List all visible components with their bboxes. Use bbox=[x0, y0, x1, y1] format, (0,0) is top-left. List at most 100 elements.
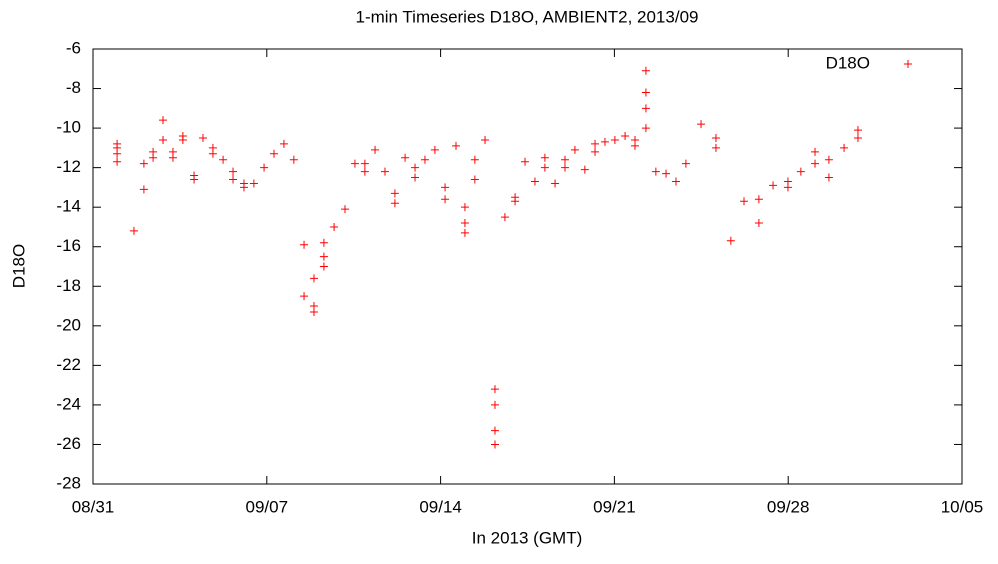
x-tick-label: 08/31 bbox=[72, 497, 115, 516]
y-tick-label: -22 bbox=[56, 355, 81, 374]
point bbox=[319, 262, 328, 271]
point bbox=[711, 133, 720, 142]
x-tick-label: 09/14 bbox=[419, 497, 462, 516]
point bbox=[178, 132, 187, 140]
point bbox=[651, 167, 660, 176]
point bbox=[671, 177, 680, 186]
point bbox=[229, 167, 238, 176]
y-tick-label: -10 bbox=[56, 118, 81, 137]
point bbox=[769, 181, 778, 190]
point bbox=[490, 440, 499, 449]
chart-title: 1-min Timeseries D18O, AMBIENT2, 2013/09 bbox=[356, 7, 699, 26]
point bbox=[840, 143, 849, 152]
point bbox=[441, 183, 450, 192]
point bbox=[460, 219, 469, 227]
point bbox=[149, 147, 158, 156]
point bbox=[289, 155, 298, 164]
y-tick-label: -8 bbox=[66, 78, 81, 97]
point bbox=[300, 292, 309, 301]
point bbox=[159, 135, 168, 144]
point bbox=[580, 165, 589, 174]
point bbox=[360, 159, 369, 168]
point bbox=[390, 189, 399, 198]
point bbox=[591, 147, 600, 156]
point bbox=[401, 153, 410, 162]
point bbox=[309, 274, 318, 283]
point bbox=[139, 159, 148, 168]
point bbox=[260, 163, 269, 172]
point bbox=[740, 197, 749, 206]
point bbox=[811, 147, 820, 156]
point bbox=[411, 173, 420, 182]
point bbox=[824, 173, 833, 182]
point bbox=[270, 149, 278, 158]
point bbox=[279, 139, 288, 148]
point bbox=[113, 139, 122, 148]
point bbox=[208, 149, 217, 158]
point bbox=[490, 426, 499, 435]
point bbox=[430, 145, 439, 154]
point bbox=[610, 135, 619, 144]
point bbox=[560, 163, 569, 172]
point bbox=[540, 153, 549, 162]
x-tick-label: 09/07 bbox=[246, 497, 289, 516]
point bbox=[451, 141, 460, 150]
point bbox=[129, 226, 138, 235]
point bbox=[500, 213, 509, 222]
point bbox=[350, 159, 359, 168]
point bbox=[783, 183, 792, 192]
y-tick-label: -12 bbox=[56, 157, 81, 176]
point bbox=[411, 163, 420, 172]
point bbox=[511, 197, 520, 206]
point bbox=[159, 116, 168, 125]
y-tick-label: -16 bbox=[56, 236, 81, 255]
y-tick-label: -18 bbox=[56, 276, 81, 295]
point bbox=[521, 157, 530, 166]
point bbox=[319, 238, 328, 247]
point bbox=[371, 145, 380, 154]
point bbox=[662, 169, 671, 178]
point bbox=[319, 252, 328, 261]
point bbox=[530, 177, 539, 186]
point bbox=[631, 141, 640, 150]
y-tick-label: -26 bbox=[56, 434, 81, 453]
point bbox=[570, 145, 579, 154]
y-tick-label: -6 bbox=[66, 38, 81, 57]
point bbox=[754, 195, 763, 204]
point bbox=[168, 153, 177, 162]
point bbox=[219, 155, 228, 164]
point bbox=[540, 163, 549, 172]
point bbox=[300, 240, 309, 249]
point bbox=[113, 149, 122, 158]
point bbox=[726, 236, 735, 245]
x-axis-label: In 2013 (GMT) bbox=[472, 528, 583, 547]
point bbox=[139, 185, 148, 194]
point bbox=[551, 179, 560, 188]
point bbox=[754, 219, 763, 227]
point bbox=[460, 228, 469, 237]
point bbox=[711, 143, 720, 152]
plot-frame bbox=[92, 48, 963, 485]
point bbox=[641, 66, 650, 75]
x-tick-label: 10/05 bbox=[941, 497, 984, 516]
y-tick-label: -14 bbox=[56, 197, 81, 216]
x-tick-label: 09/21 bbox=[593, 497, 636, 516]
point bbox=[560, 155, 569, 164]
point bbox=[490, 385, 499, 394]
point bbox=[198, 133, 207, 142]
x-tick-label: 09/28 bbox=[767, 497, 810, 516]
point bbox=[641, 104, 650, 113]
point bbox=[853, 126, 862, 135]
point bbox=[441, 195, 450, 204]
y-tick-label: -28 bbox=[56, 473, 81, 492]
legend-marker bbox=[904, 60, 912, 68]
point bbox=[113, 157, 122, 166]
point bbox=[420, 155, 429, 164]
y-tick-label: -20 bbox=[56, 315, 81, 334]
point bbox=[360, 167, 369, 176]
point bbox=[390, 199, 399, 208]
point bbox=[249, 179, 258, 188]
point bbox=[481, 135, 490, 144]
point bbox=[600, 137, 609, 146]
